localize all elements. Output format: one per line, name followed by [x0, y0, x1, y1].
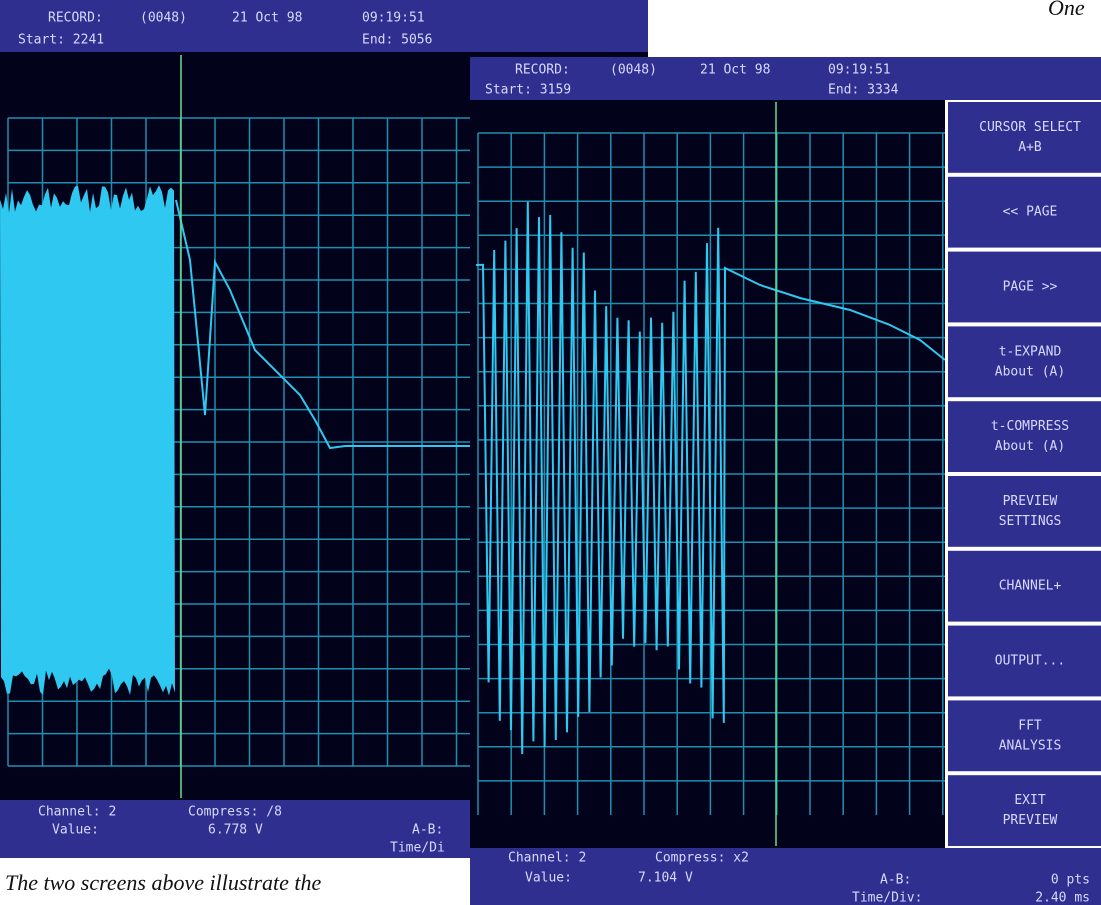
button-label: t-COMPRESS: [991, 419, 1069, 434]
time-div-value: 2.40 ms: [1035, 891, 1090, 905]
button-label: OUTPUT...: [995, 654, 1065, 669]
start-index: Start: 2241: [18, 33, 104, 48]
button-label: CURSOR SELECT: [979, 120, 1081, 135]
record-time: 09:19:51: [362, 11, 425, 26]
button-label: PAGE >>: [1003, 280, 1058, 295]
menu-button[interactable]: [948, 326, 1101, 397]
button-label: t-EXPAND: [999, 344, 1062, 359]
compress: Compress: /8: [188, 805, 282, 820]
record-label: RECORD:: [515, 63, 570, 78]
record-date: 21 Oct 98: [700, 63, 770, 78]
value-label: Value:: [525, 871, 572, 886]
value-label: Value:: [52, 823, 99, 838]
body: One RECORD: (0048) 21 Oct 98 09:19:51 Start: …: [0, 0, 1101, 905]
compress: Compress: x2: [655, 851, 749, 866]
end-index: End: 3334: [828, 83, 899, 98]
button-label: ANALYSIS: [999, 738, 1062, 753]
value: 6.778 V: [208, 823, 263, 838]
button-label: CHANNEL+: [999, 579, 1062, 594]
page-corner-text: One: [1048, 0, 1085, 20]
ab-label: A-B:: [880, 873, 911, 888]
button-label: PREVIEW: [1003, 813, 1058, 828]
menu-button[interactable]: [948, 476, 1101, 547]
record-date: 21 Oct 98: [232, 11, 302, 26]
menu-button[interactable]: [948, 700, 1101, 771]
button-label: PREVIEW: [1003, 494, 1058, 509]
time-div-label: Time/Div:: [852, 891, 922, 905]
button-label: A+B: [1018, 140, 1042, 155]
record-time: 09:19:51: [828, 63, 891, 78]
button-label: About (A): [995, 364, 1065, 379]
button-label: FFT: [1018, 718, 1042, 733]
page: {"corner_text":"One", "left_screen":{ "h…: [0, 0, 1101, 905]
screenshot: One RECORD: (0048) 21 Oct 98 09:19:51 Start: …: [0, 0, 1101, 905]
menu-button[interactable]: [948, 401, 1101, 472]
waveform-burst: [0, 185, 175, 695]
record-label: RECORD:: [48, 11, 103, 26]
ab-label: A-B:: [412, 823, 443, 838]
record-id: (0048): [140, 11, 187, 26]
menu-button[interactable]: [948, 775, 1101, 846]
end-index: End: 5056: [362, 33, 432, 48]
button-label: EXIT: [1014, 793, 1045, 808]
record-id: (0048): [610, 63, 657, 78]
button-label: About (A): [995, 439, 1065, 454]
caption: The two screens above illustrate the: [5, 870, 322, 895]
channel: Channel: 2: [38, 805, 116, 820]
channel: Channel: 2: [508, 851, 586, 866]
menu-button[interactable]: [948, 102, 1101, 173]
ab-value: 0 pts: [1051, 873, 1090, 888]
value: 7.104 V: [638, 871, 693, 886]
button-label: << PAGE: [1003, 205, 1058, 220]
button-label: SETTINGS: [999, 514, 1062, 529]
start-index: Start: 3159: [485, 83, 571, 98]
time-div-label: Time/Di: [390, 841, 445, 856]
